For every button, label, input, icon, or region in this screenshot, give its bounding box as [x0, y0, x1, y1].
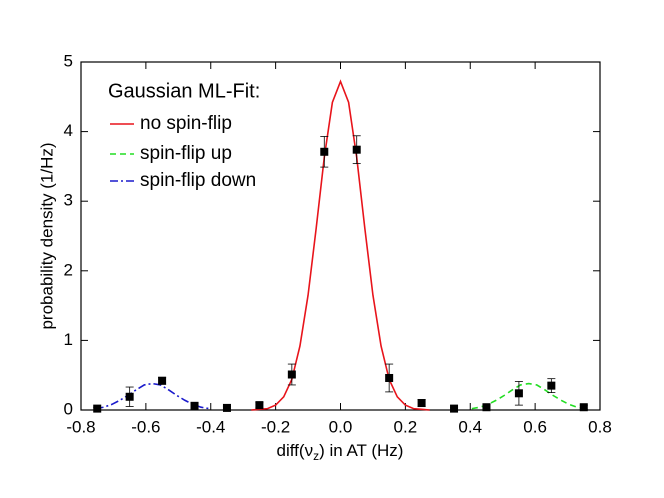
- x-tick-label: -0.6: [131, 417, 160, 436]
- data-point: [417, 399, 426, 408]
- data-point: [514, 389, 523, 398]
- data-point: [450, 404, 459, 413]
- legend-label: spin-flip up: [140, 143, 232, 164]
- x-label-subscript: z: [313, 449, 319, 463]
- y-tick-label: 0: [64, 399, 73, 418]
- data-point: [320, 147, 329, 156]
- y-tick-label: 1: [64, 330, 73, 349]
- data-point: [287, 370, 296, 379]
- x-label-part: ) in AT (Hz): [319, 441, 403, 460]
- y-tick-label: 3: [64, 191, 73, 210]
- data-point: [352, 145, 361, 154]
- fit-curve: [95, 382, 210, 410]
- data-point: [255, 401, 264, 410]
- x-tick-label: 0.0: [329, 417, 353, 436]
- y-tick-label: 4: [64, 121, 73, 140]
- x-tick-label: -0.4: [196, 417, 225, 436]
- x-tick-label: 0.4: [458, 417, 482, 436]
- data-point: [93, 404, 102, 413]
- data-point: [158, 376, 167, 385]
- fit-curve: [471, 382, 586, 410]
- x-tick-label: 0.2: [394, 417, 418, 436]
- x-label-part: diff(ν: [277, 441, 314, 460]
- y-tick-label: 2: [64, 260, 73, 279]
- x-tick-label: -0.2: [261, 417, 290, 436]
- data-point: [222, 403, 231, 412]
- y-axis-label: probability density (1/Hz): [37, 142, 56, 329]
- data-point: [482, 403, 491, 412]
- legend-label: no spin-flip: [140, 113, 232, 134]
- data-point: [385, 373, 394, 382]
- data-point: [547, 381, 556, 390]
- x-tick-label: 0.8: [588, 417, 612, 436]
- legend-title: Gaussian ML-Fit:: [108, 80, 260, 102]
- y-tick-label: 5: [64, 51, 73, 70]
- data-point: [579, 403, 588, 412]
- x-tick-label: -0.8: [66, 417, 95, 436]
- x-axis-label: diff(νz) in AT (Hz): [277, 441, 404, 463]
- x-tick-label: 0.6: [523, 417, 547, 436]
- fit-curve: [251, 79, 430, 411]
- data-point: [125, 392, 134, 401]
- legend-label: spin-flip down: [140, 170, 256, 191]
- data-point: [190, 401, 199, 410]
